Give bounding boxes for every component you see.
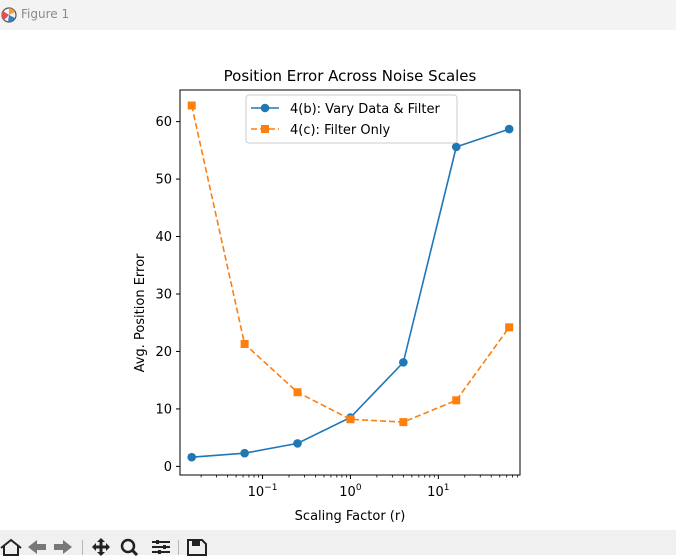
y-tick-label: 60 [155, 115, 172, 130]
y-tick-label: 50 [155, 173, 172, 188]
x-axis-label: Scaling Factor (r) [295, 509, 406, 524]
plot-series [187, 101, 514, 462]
legend-marker-series-1 [260, 103, 270, 113]
data-point [187, 452, 196, 462]
series-line-2 [190, 105, 510, 423]
y-tick-label: 10 [155, 402, 172, 417]
legend-marker-series-2 [261, 125, 269, 133]
axis-ticks: 0 10 20 30 40 50 60 10−1 100 101 [155, 115, 519, 500]
data-point [504, 124, 514, 134]
y-axis-label: Avg. Position Error [133, 253, 148, 372]
data-point [187, 101, 196, 110]
toolbar-separator [178, 540, 179, 555]
series-line-1 [191, 128, 510, 458]
toolbar-separator [82, 540, 83, 555]
data-point [452, 396, 461, 405]
forward-arrow-icon[interactable] [52, 538, 74, 556]
plot-frame [179, 89, 521, 476]
y-tick-label: 40 [155, 230, 172, 245]
y-tick-label: 0 [164, 460, 172, 475]
data-point [451, 142, 461, 152]
pan-move-icon[interactable] [90, 538, 112, 556]
x-tick-label: 100 [339, 483, 362, 500]
data-point [346, 415, 355, 424]
x-tick-label: 101 [427, 483, 449, 500]
home-icon[interactable] [0, 538, 22, 556]
matplotlib-logo-icon [1, 7, 17, 23]
data-point [240, 339, 249, 348]
legend: 4(b): Vary Data & Filter 4(c): Filter On… [245, 94, 458, 144]
data-point [399, 358, 408, 367]
navigation-toolbar [0, 530, 676, 556]
chart-title: Position Error Across Noise Scales [224, 67, 477, 85]
x-tick-label: 10−1 [248, 483, 278, 500]
save-floppy-icon[interactable] [186, 538, 208, 556]
configure-subplots-icon[interactable] [150, 538, 172, 556]
window-titlebar: Figure 1 [0, 0, 676, 30]
data-point [505, 323, 514, 332]
legend-box [245, 94, 458, 144]
window-title: Figure 1 [21, 7, 70, 21]
data-point [240, 448, 249, 458]
y-tick-label: 20 [155, 345, 172, 360]
zoom-magnifier-icon[interactable] [118, 538, 140, 556]
line-chart: Position Error Across Noise Scales 0 10 20… [133, 67, 521, 524]
data-point [293, 439, 302, 448]
data-point [293, 388, 302, 397]
figure-canvas[interactable]: Position Error Across Noise Scales 0 10 20… [0, 30, 676, 530]
y-tick-label: 30 [155, 287, 172, 302]
data-point [399, 418, 408, 427]
legend-label-series-1: 4(b): Vary Data & Filter [290, 102, 440, 117]
back-arrow-icon[interactable] [26, 538, 48, 556]
legend-label-series-2: 4(c): Filter Only [290, 123, 390, 138]
